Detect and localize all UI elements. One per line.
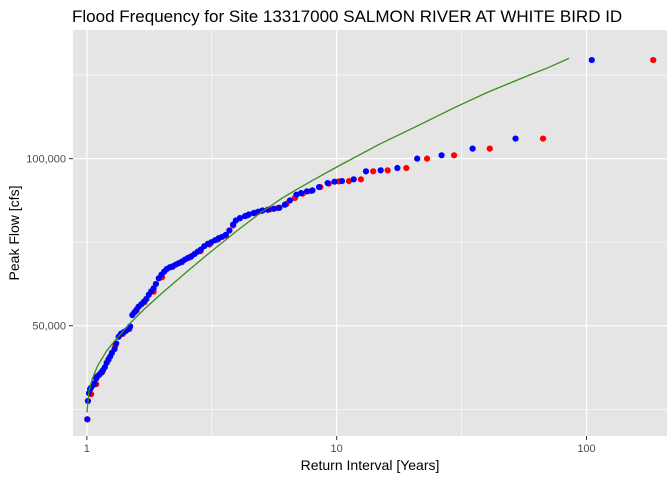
data-point (357, 176, 364, 183)
data-point (93, 375, 100, 382)
x-axis: 1 10 100 (84, 436, 596, 455)
data-point (331, 178, 338, 185)
data-point (338, 177, 346, 185)
data-point (539, 135, 547, 142)
data-point (438, 152, 445, 159)
data-point (650, 56, 657, 64)
data-point (303, 188, 311, 195)
data-point (250, 210, 257, 217)
data-point (486, 145, 493, 152)
data-point (84, 416, 91, 423)
x-axis-title: Return Interval [Years] (301, 457, 440, 473)
x-tick-label: 1 (84, 443, 90, 455)
y-tick-label: 50,000 (32, 321, 66, 333)
plot-panel (73, 30, 667, 436)
data-point (414, 155, 421, 162)
y-axis-title: Peak Flow [cfs] (6, 186, 22, 281)
data-point (281, 201, 288, 208)
y-axis: 50,000 100,000 (26, 154, 73, 333)
data-point (345, 177, 353, 185)
data-point (309, 187, 316, 194)
grid-major (73, 30, 667, 436)
grid-minor (73, 30, 667, 436)
data-point (324, 179, 331, 187)
data-point (270, 205, 277, 212)
chart-title: Flood Frequency for Site 13317000 SALMON… (72, 7, 622, 26)
data-point (362, 168, 370, 175)
x-tick-label: 10 (331, 443, 343, 455)
data-point (377, 167, 384, 174)
data-point (293, 191, 300, 198)
data-point (403, 164, 410, 172)
frequency-fit-line (86, 57, 570, 413)
data-point (350, 176, 357, 183)
data-point (155, 275, 162, 282)
data-point (370, 168, 377, 175)
data-point (394, 164, 401, 172)
data-point (230, 221, 237, 228)
y-tick-label: 100,000 (26, 154, 66, 166)
data-point (129, 311, 136, 319)
data-point (512, 135, 519, 142)
data-point (384, 167, 391, 174)
data-point (242, 213, 249, 220)
data-point (450, 152, 458, 159)
data-point (588, 56, 595, 64)
data-point (226, 227, 233, 234)
data-point (286, 197, 294, 204)
x-tick-label: 100 (577, 443, 595, 455)
data-point (276, 204, 283, 211)
data-point (423, 155, 431, 162)
data-point (469, 145, 476, 152)
data-point (315, 183, 323, 191)
